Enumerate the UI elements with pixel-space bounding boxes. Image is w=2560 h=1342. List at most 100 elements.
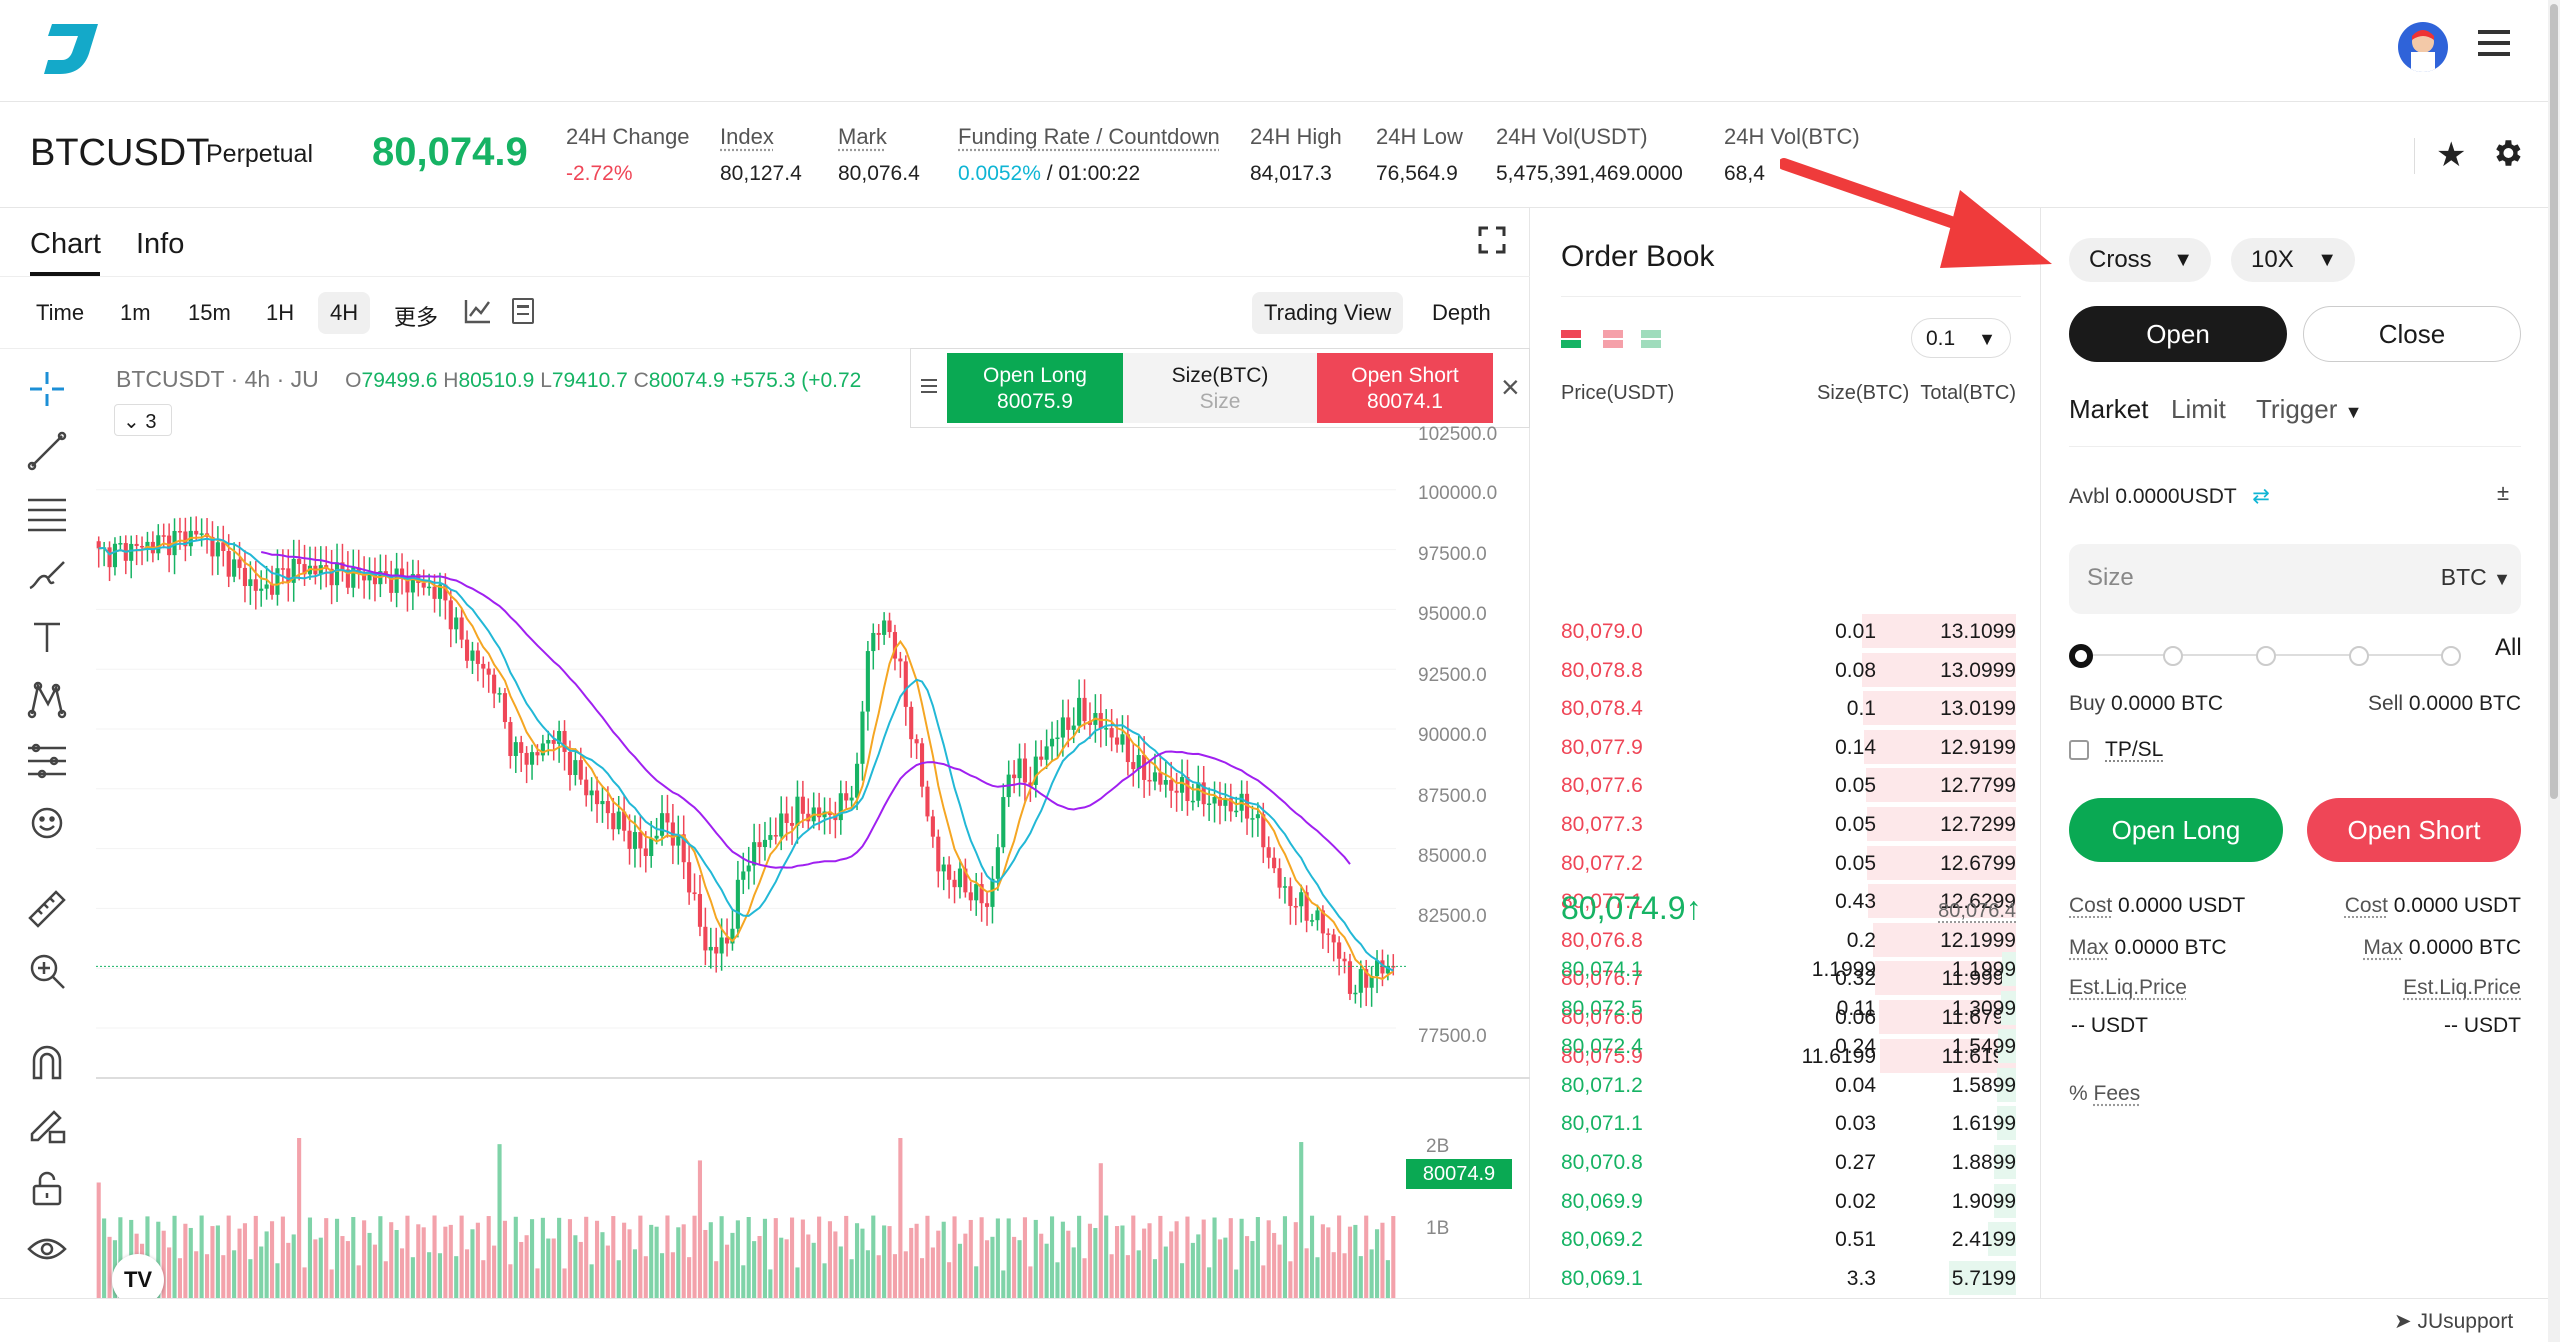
tradingview-logo[interactable]: TV [112, 1254, 164, 1306]
fib-lines-icon[interactable] [26, 492, 68, 534]
slider-all-label[interactable]: All [2495, 634, 2522, 661]
drag-handle-icon[interactable] [921, 379, 937, 393]
lock-drawing-icon[interactable] [26, 1104, 68, 1146]
margin-mode-select[interactable]: Cross ▼ [2069, 238, 2211, 282]
open-tab-button[interactable]: Open [2069, 306, 2287, 362]
eye-icon[interactable] [26, 1228, 68, 1270]
price-chart[interactable] [96, 430, 1530, 1298]
ask-row[interactable]: 80,077.9 0.14 12.9199 [1561, 728, 2016, 766]
logo[interactable] [38, 20, 100, 78]
open-long-button[interactable]: Open Long [2069, 798, 2283, 862]
brush-icon[interactable] [26, 554, 68, 596]
view-tradingview[interactable]: Trading View [1252, 292, 1404, 334]
tpsl-label[interactable]: TP/SL [2105, 738, 2164, 761]
interval-4h[interactable]: 4H [318, 292, 371, 334]
transfer-icon[interactable]: ⇄ [2252, 485, 2270, 508]
notes-icon[interactable] [512, 298, 534, 324]
interval-1m[interactable]: 1m [120, 300, 151, 325]
scrollbar-thumb[interactable] [2550, 4, 2558, 799]
order-type-trigger[interactable]: Trigger ▼ [2256, 394, 2362, 425]
close-icon[interactable]: × [1501, 369, 1520, 405]
size-slider[interactable] [2069, 642, 2461, 668]
view-depth[interactable]: Depth [1432, 300, 1491, 325]
order-type-market[interactable]: Market [2069, 394, 2149, 424]
open-short-button[interactable]: Open Short [2307, 798, 2521, 862]
view-asks-icon[interactable] [1603, 330, 1623, 348]
unlock-icon[interactable] [26, 1166, 68, 1208]
star-icon[interactable]: ★ [2436, 136, 2467, 174]
tab-chart[interactable]: Chart [30, 228, 101, 260]
ask-row[interactable]: 80,077.1 0.43 12.6299 [1561, 882, 2016, 920]
bid-row[interactable]: 80,071.1 0.03 1.6199 [1561, 1104, 2016, 1142]
pattern-icon[interactable] [26, 678, 68, 720]
calculator-icon[interactable]: ± [2497, 480, 2510, 505]
indicators-toggle[interactable]: ⌄ 3 [114, 404, 172, 436]
bid-row[interactable]: 80,069.9 0.02 1.9099 [1561, 1182, 2016, 1220]
ask-row[interactable]: 80,077.3 0.05 12.7299 [1561, 805, 2016, 843]
bid-row[interactable]: 80,074.1 1.1999 1.1999 [1561, 950, 2016, 988]
trendline-icon[interactable] [26, 430, 68, 472]
support-link[interactable]: ➤ JUsupport [2394, 1309, 2513, 1334]
hamburger-icon[interactable] [2478, 30, 2510, 60]
bid-row[interactable]: 80,071.2 0.04 1.5899 [1561, 1066, 2016, 1104]
ask-row[interactable]: 80,079.0 0.01 13.1099 [1561, 612, 2016, 650]
liq-long-label[interactable]: Est.Liq.Price [2069, 976, 2187, 999]
interval-1h[interactable]: 1H [266, 300, 295, 325]
indicator-icon[interactable] [464, 298, 492, 324]
quick-size-input[interactable]: Size(BTC) Size [1123, 353, 1317, 423]
ruler-icon[interactable] [26, 888, 68, 930]
max-label[interactable]: Max [2363, 936, 2404, 959]
fees-link[interactable]: % Fees [2069, 1082, 2140, 1106]
order-type-limit[interactable]: Limit [2171, 394, 2226, 424]
tab-info[interactable]: Info [136, 228, 185, 260]
precision-select[interactable]: 0.1 ▼ [1911, 318, 2011, 358]
candle [275, 568, 280, 595]
tpsl-checkbox[interactable] [2069, 740, 2089, 760]
ask-row[interactable]: 80,077.2 0.05 12.6799 [1561, 844, 2016, 882]
zoom-in-icon[interactable] [26, 950, 68, 992]
leverage-select[interactable]: 10X ▼ [2231, 238, 2355, 282]
forecast-icon[interactable] [26, 740, 68, 782]
candle [746, 865, 751, 872]
liq-short-label[interactable]: Est.Liq.Price [2403, 976, 2521, 999]
interval-15m[interactable]: 15m [188, 300, 231, 325]
crosshair-icon[interactable] [26, 368, 68, 410]
ask-row[interactable]: 80,076.8 0.2 12.1999 [1561, 921, 2016, 959]
gear-icon[interactable] [2490, 136, 2524, 170]
stat-index[interactable]: Index 80,127.4 [720, 124, 802, 185]
cost-label[interactable]: Cost [2344, 894, 2388, 917]
quick-open-long-button[interactable]: Open Long 80075.9 [947, 353, 1123, 423]
bid-row[interactable]: 80,072.4 0.24 1.5499 [1561, 1027, 2016, 1065]
size-unit-select[interactable]: BTC ▼ [2441, 564, 2511, 591]
interval-more[interactable]: 更多 [394, 305, 439, 330]
slider-thumb[interactable] [2069, 644, 2093, 668]
user-avatar[interactable] [2398, 22, 2448, 72]
interval-time[interactable]: Time [36, 300, 85, 325]
ask-row[interactable]: 80,076.0 0.06 11.6799 [1561, 998, 2016, 1036]
cost-label[interactable]: Cost [2069, 894, 2113, 917]
ask-row[interactable]: 80,075.9 11.6199 11.6199 [1561, 1037, 2016, 1075]
ask-row[interactable]: 80,077.6 0.05 12.7799 [1561, 766, 2016, 804]
close-tab-button[interactable]: Close [2303, 306, 2521, 362]
fullscreen-icon[interactable] [1478, 226, 1506, 254]
stat-funding[interactable]: Funding Rate / Countdown 0.0052% / 01:00:… [958, 124, 1220, 185]
symbol-name[interactable]: BTCUSDT [30, 132, 210, 174]
ask-row[interactable]: 80,078.4 0.1 13.0199 [1561, 689, 2016, 727]
bid-row[interactable]: 80,069.1 3.3 5.7199 [1561, 1259, 2016, 1297]
bid-row[interactable]: 80,070.8 0.27 1.8899 [1561, 1143, 2016, 1181]
view-both-icon[interactable] [1561, 330, 1581, 348]
bid-row[interactable]: 80,072.5 0.11 1.3099 [1561, 989, 2016, 1027]
ask-row[interactable]: 80,076.7 0.32 11.9999 [1561, 959, 2016, 997]
scrollbar[interactable] [2548, 0, 2560, 1342]
size-input[interactable]: Size BTC ▼ [2069, 544, 2521, 614]
quick-open-short-button[interactable]: Open Short 80074.1 [1317, 353, 1493, 423]
ask-row[interactable]: 80,078.8 0.08 13.0999 [1561, 651, 2016, 689]
stat-mark[interactable]: Mark 80,076.4 [838, 124, 920, 185]
mark-price-ob[interactable]: 80,076.4 [1938, 900, 2016, 922]
view-bids-icon[interactable] [1641, 330, 1661, 348]
emoji-icon[interactable] [26, 802, 68, 844]
text-tool-icon[interactable] [26, 616, 68, 658]
magnet-icon[interactable] [26, 1042, 68, 1084]
max-label[interactable]: Max [2069, 936, 2109, 959]
bid-row[interactable]: 80,069.2 0.51 2.4199 [1561, 1220, 2016, 1258]
